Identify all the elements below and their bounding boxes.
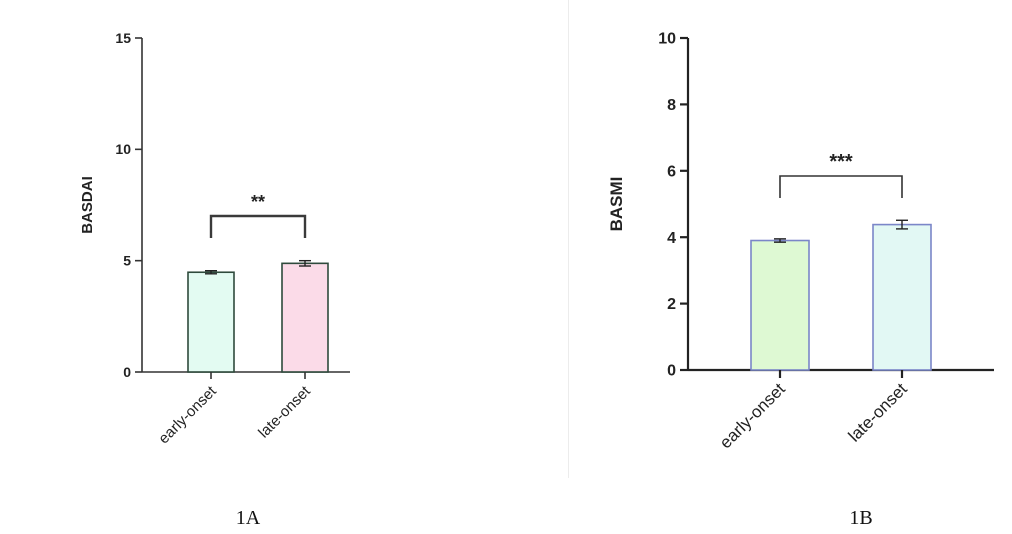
x-tick-label: early-onset [155, 382, 220, 447]
y-axis-label: BASMI [607, 177, 626, 232]
x-tick-label: late-onset [845, 379, 911, 445]
x-tick-label: early-onset [716, 379, 789, 452]
x-tick-label: late-onset [255, 382, 314, 441]
y-tick-label: 15 [115, 30, 131, 46]
significance-label: ** [251, 192, 265, 212]
y-tick-label: 10 [658, 31, 676, 48]
y-tick-label: 4 [667, 230, 676, 247]
y-axis-label: BASDAI [79, 176, 96, 234]
significance-bracket [779, 175, 903, 198]
y-tick-label: 5 [123, 253, 131, 269]
y-tick-label: 8 [667, 97, 676, 114]
chart-panel-2: 0 2 4 6 8 10 BASMI early-onset late-onset *** 1B [607, 31, 994, 529]
chart-panel-1: 0 5 10 15 BASDAI early-onset late-onset ** 1A [79, 30, 350, 529]
significance-label: *** [829, 151, 853, 173]
y-tick-label: 0 [123, 364, 131, 380]
y-tick-label: 0 [667, 363, 676, 380]
bar-early-onset [750, 239, 810, 371]
panel-label: 1B [849, 507, 872, 529]
panel-label: 1A [236, 507, 261, 529]
y-tick-label: 6 [667, 163, 676, 180]
panel-divider [568, 0, 569, 478]
bar-early-onset [187, 271, 235, 373]
y-tick-label: 2 [667, 296, 676, 313]
y-tick-label: 10 [115, 141, 131, 157]
bar-late-onset [281, 262, 329, 373]
bar-late-onset [872, 223, 932, 371]
significance-bracket [209, 214, 307, 238]
